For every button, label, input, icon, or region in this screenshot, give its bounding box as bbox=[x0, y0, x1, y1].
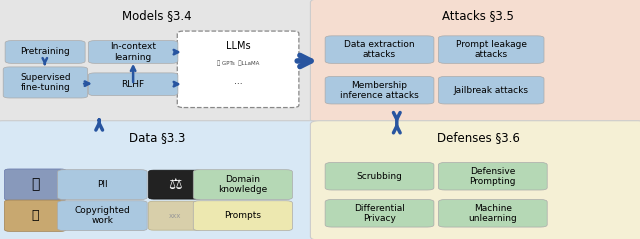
FancyBboxPatch shape bbox=[58, 201, 147, 231]
FancyBboxPatch shape bbox=[3, 67, 88, 98]
Text: Prompt leakage
attacks: Prompt leakage attacks bbox=[456, 40, 527, 59]
Text: Domain
knowledge: Domain knowledge bbox=[218, 175, 268, 194]
FancyBboxPatch shape bbox=[4, 200, 66, 231]
Text: Ⓢ GPTs  𝓜LLaMA: Ⓢ GPTs 𝓜LLaMA bbox=[217, 60, 259, 66]
Text: 🖥: 🖥 bbox=[31, 178, 40, 191]
Text: In-context
learning: In-context learning bbox=[110, 42, 156, 62]
Text: xxx: xxx bbox=[169, 212, 182, 219]
FancyBboxPatch shape bbox=[88, 41, 178, 63]
FancyBboxPatch shape bbox=[325, 76, 434, 104]
Text: ...: ... bbox=[234, 77, 243, 86]
FancyBboxPatch shape bbox=[148, 201, 202, 230]
FancyBboxPatch shape bbox=[438, 36, 544, 63]
FancyBboxPatch shape bbox=[88, 73, 178, 96]
Text: Defensive
Prompting: Defensive Prompting bbox=[470, 167, 516, 186]
FancyBboxPatch shape bbox=[438, 163, 547, 190]
FancyBboxPatch shape bbox=[58, 170, 147, 200]
Text: Copyrighted
work: Copyrighted work bbox=[74, 206, 131, 225]
Text: Prompts: Prompts bbox=[225, 211, 261, 220]
FancyBboxPatch shape bbox=[193, 201, 292, 231]
Text: Jailbreak attacks: Jailbreak attacks bbox=[454, 86, 529, 95]
Text: Data extraction
attacks: Data extraction attacks bbox=[344, 40, 415, 59]
Text: Data §​3.3: Data §​3.3 bbox=[129, 131, 185, 144]
FancyBboxPatch shape bbox=[193, 170, 292, 200]
FancyBboxPatch shape bbox=[438, 200, 547, 227]
FancyBboxPatch shape bbox=[325, 163, 434, 190]
Text: RLHF: RLHF bbox=[122, 80, 145, 89]
Text: Pretraining: Pretraining bbox=[20, 48, 70, 56]
FancyBboxPatch shape bbox=[4, 169, 66, 200]
FancyBboxPatch shape bbox=[148, 170, 202, 199]
Text: Supervised
fine-tuning: Supervised fine-tuning bbox=[20, 73, 71, 92]
FancyBboxPatch shape bbox=[325, 200, 434, 227]
FancyBboxPatch shape bbox=[5, 41, 85, 63]
Text: Models §​3.4: Models §​3.4 bbox=[122, 9, 191, 22]
FancyBboxPatch shape bbox=[310, 121, 640, 239]
Text: Membership
inference attacks: Membership inference attacks bbox=[340, 81, 419, 100]
Text: Defenses §​3.6: Defenses §​3.6 bbox=[437, 131, 520, 144]
FancyBboxPatch shape bbox=[177, 31, 299, 108]
Text: Machine
unlearning: Machine unlearning bbox=[468, 204, 517, 223]
FancyBboxPatch shape bbox=[310, 0, 640, 123]
Text: LLMs: LLMs bbox=[226, 41, 250, 51]
FancyBboxPatch shape bbox=[325, 36, 434, 63]
Text: 📰: 📰 bbox=[31, 209, 39, 222]
Text: Differential
Privacy: Differential Privacy bbox=[354, 204, 405, 223]
FancyBboxPatch shape bbox=[0, 121, 320, 239]
FancyBboxPatch shape bbox=[438, 76, 544, 104]
FancyBboxPatch shape bbox=[0, 0, 320, 123]
Text: Attacks §​3.5: Attacks §​3.5 bbox=[442, 9, 515, 22]
Text: ⚖: ⚖ bbox=[168, 177, 182, 192]
Text: Scrubbing: Scrubbing bbox=[356, 172, 403, 181]
Text: PII: PII bbox=[97, 180, 108, 189]
